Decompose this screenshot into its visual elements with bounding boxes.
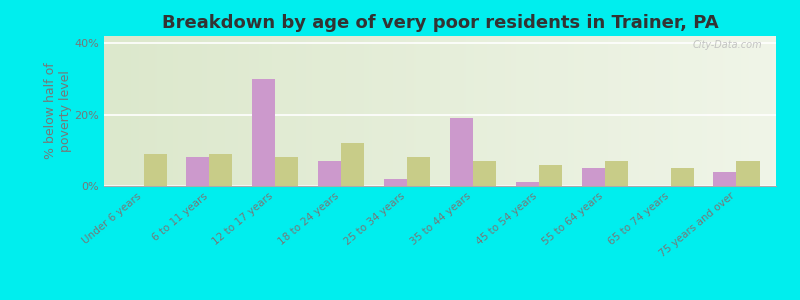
Bar	[407, 158, 430, 186]
Bar	[516, 182, 539, 186]
Bar	[605, 161, 628, 186]
Bar	[473, 161, 496, 186]
Bar	[210, 154, 233, 186]
Bar	[143, 154, 166, 186]
Bar	[318, 161, 341, 186]
Bar	[670, 168, 694, 186]
Bar	[582, 168, 605, 186]
Y-axis label: % below half of
poverty level: % below half of poverty level	[44, 63, 72, 159]
Bar	[737, 161, 759, 186]
Bar	[252, 79, 275, 186]
Text: City-Data.com: City-Data.com	[693, 40, 762, 50]
Bar	[714, 172, 737, 186]
Bar	[384, 179, 407, 186]
Bar	[275, 158, 298, 186]
Bar	[539, 165, 562, 186]
Bar	[186, 158, 210, 186]
Title: Breakdown by age of very poor residents in Trainer, PA: Breakdown by age of very poor residents …	[162, 14, 718, 32]
Bar	[341, 143, 364, 186]
Bar	[450, 118, 473, 186]
